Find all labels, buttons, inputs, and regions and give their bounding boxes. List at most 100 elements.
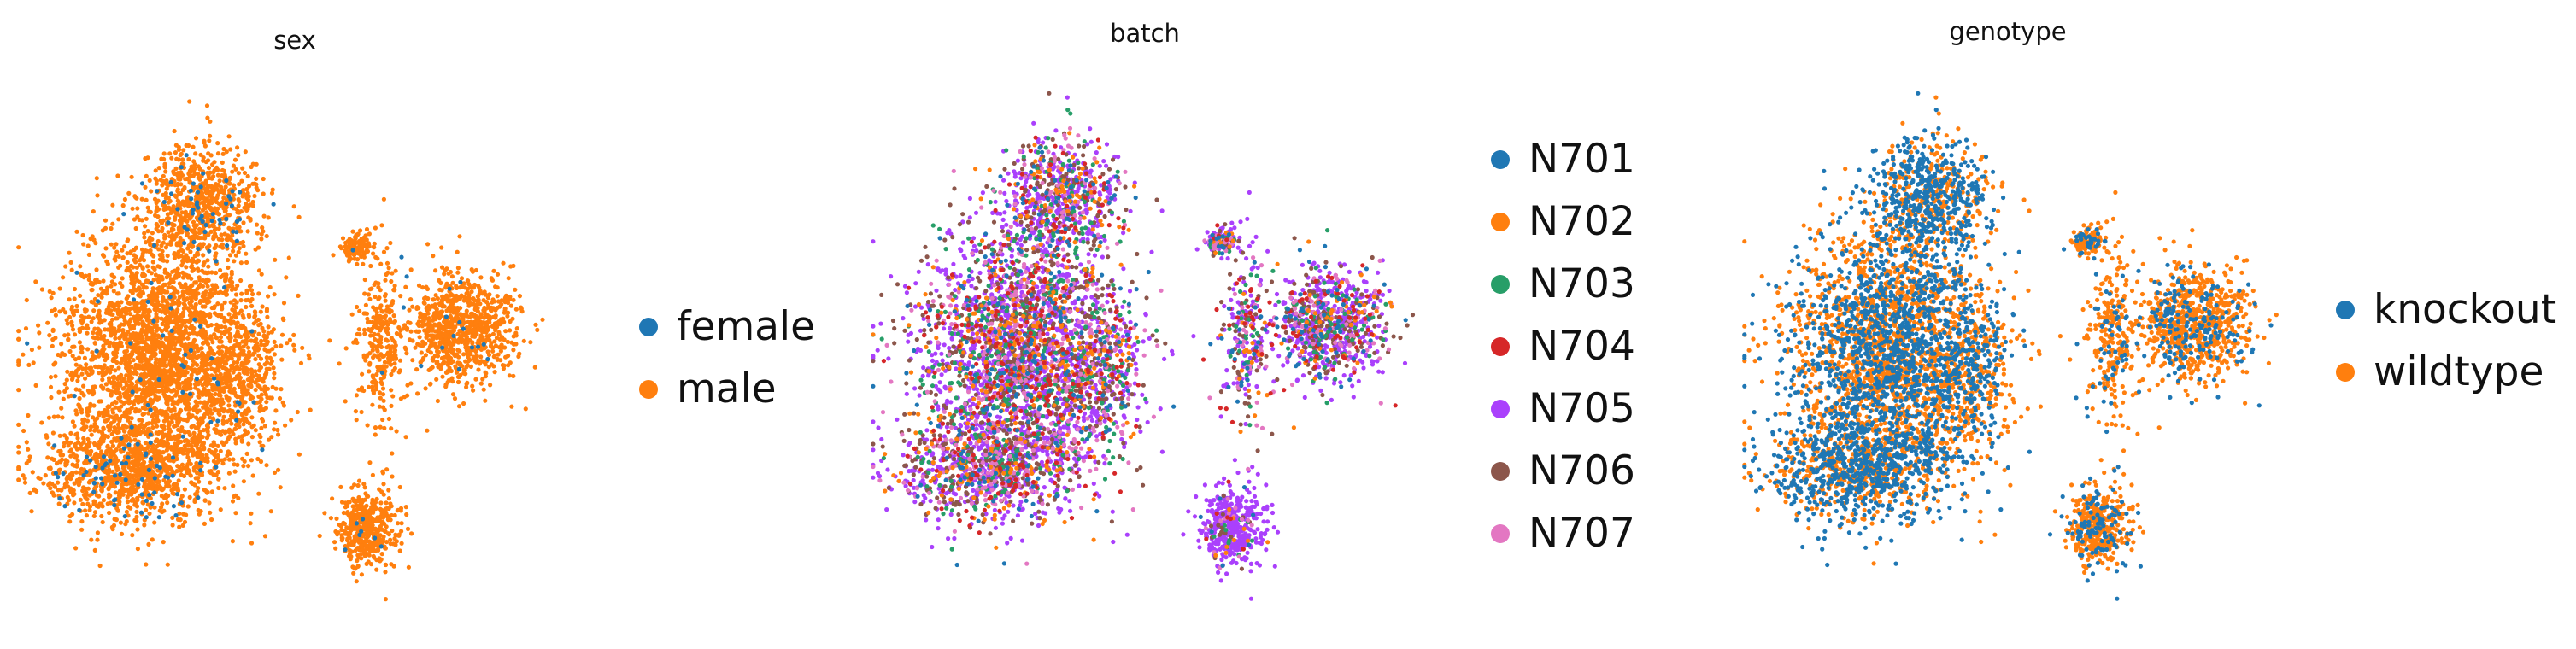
scatter-point [109,242,114,247]
scatter-point [200,304,205,309]
scatter-point [378,305,383,310]
scatter-point [64,318,69,323]
scatter-point [278,485,283,490]
scatter-point [257,408,262,413]
scatter-point [502,345,508,350]
scatter-point [174,309,179,314]
scatter-point [92,510,98,515]
scatter-point [148,209,153,214]
scatter-point [244,251,249,256]
scatter-point [272,339,277,344]
scatter-point [183,324,189,330]
scatter-point [103,218,109,223]
scatter-point [87,507,92,512]
scatter-point [519,309,525,314]
scatter-point [378,288,383,293]
scatter-point [65,369,70,374]
scatter-point [68,430,73,436]
scatter-point [146,426,151,431]
scatter-point [73,441,78,447]
scatter-point [279,332,285,337]
scatter-point [161,258,167,263]
scatter-point [434,336,439,341]
scatter-point [254,222,260,227]
scatter-point [144,507,149,512]
scatter-point [39,287,45,292]
scatter-point [189,283,194,288]
scatter-point [229,410,234,415]
scatter-point [138,372,144,377]
scatter-point [496,345,502,350]
scatter-point [222,457,227,462]
scatter-point [135,495,140,500]
scatter-point [86,314,91,319]
scatter-point [490,348,496,354]
scatter-point [328,516,333,521]
scatter-point [398,294,403,299]
scatter-point [177,465,182,470]
scatter-point [432,305,437,310]
scatter-point [196,268,201,273]
scatter-point [276,467,281,472]
scatter-point [50,490,56,496]
scatter-point [79,371,85,377]
scatter-point [356,555,361,560]
scatter-point [154,424,160,429]
scatter-point [191,465,197,471]
scatter-point [219,324,224,330]
scatter-point [226,449,231,454]
scatter-point [100,519,105,525]
scatter-point [145,205,150,210]
scatter-point [343,399,348,404]
scatter-point [256,268,262,273]
scatter-point [68,260,73,265]
scatter-point [84,370,89,375]
scatter-point [232,338,238,343]
scatter-point [177,218,182,223]
scatter-point [262,342,267,348]
scatter-point [205,284,210,289]
scatter-point [207,138,212,143]
scatter-point [133,245,138,250]
scatter-point [388,240,393,246]
scatter-point [393,268,398,273]
scatter-point [385,322,390,327]
scatter-point [273,257,278,262]
scatter-point [272,470,278,476]
scatter-point [182,487,187,492]
scatter-point [146,541,151,547]
scatter-point [197,429,202,434]
scatter-point [237,182,242,187]
scatter-point [72,491,77,497]
scatter-point [172,255,177,260]
scatter-point [155,207,161,212]
scatter-point [456,404,462,409]
scatter-point [483,370,488,375]
scatter-point [246,464,251,469]
scatter-point [505,339,511,344]
scatter-point [85,409,90,415]
scatter-point [130,206,135,211]
scatter-point [211,451,217,456]
scatter-point [151,254,156,259]
scatter-point [110,312,115,317]
scatter-point [177,524,182,529]
scatter-point [488,383,493,388]
scatter-point [89,288,94,293]
scatter-point [80,488,85,494]
scatter-point [142,523,147,528]
scatter-point [455,348,461,353]
scatter-point [354,393,359,398]
scatter-point [48,375,54,380]
scatter-point [153,360,158,365]
scatter-point [362,277,367,283]
scatter-point [97,399,102,404]
scatter-point [513,330,519,336]
scatter-point [112,425,117,430]
scatter-point [180,289,185,295]
scatter-point [165,212,170,217]
scatter-point [267,284,273,290]
scatter-point [89,424,94,430]
scatter-point [291,204,296,209]
scatter-point [410,304,415,309]
